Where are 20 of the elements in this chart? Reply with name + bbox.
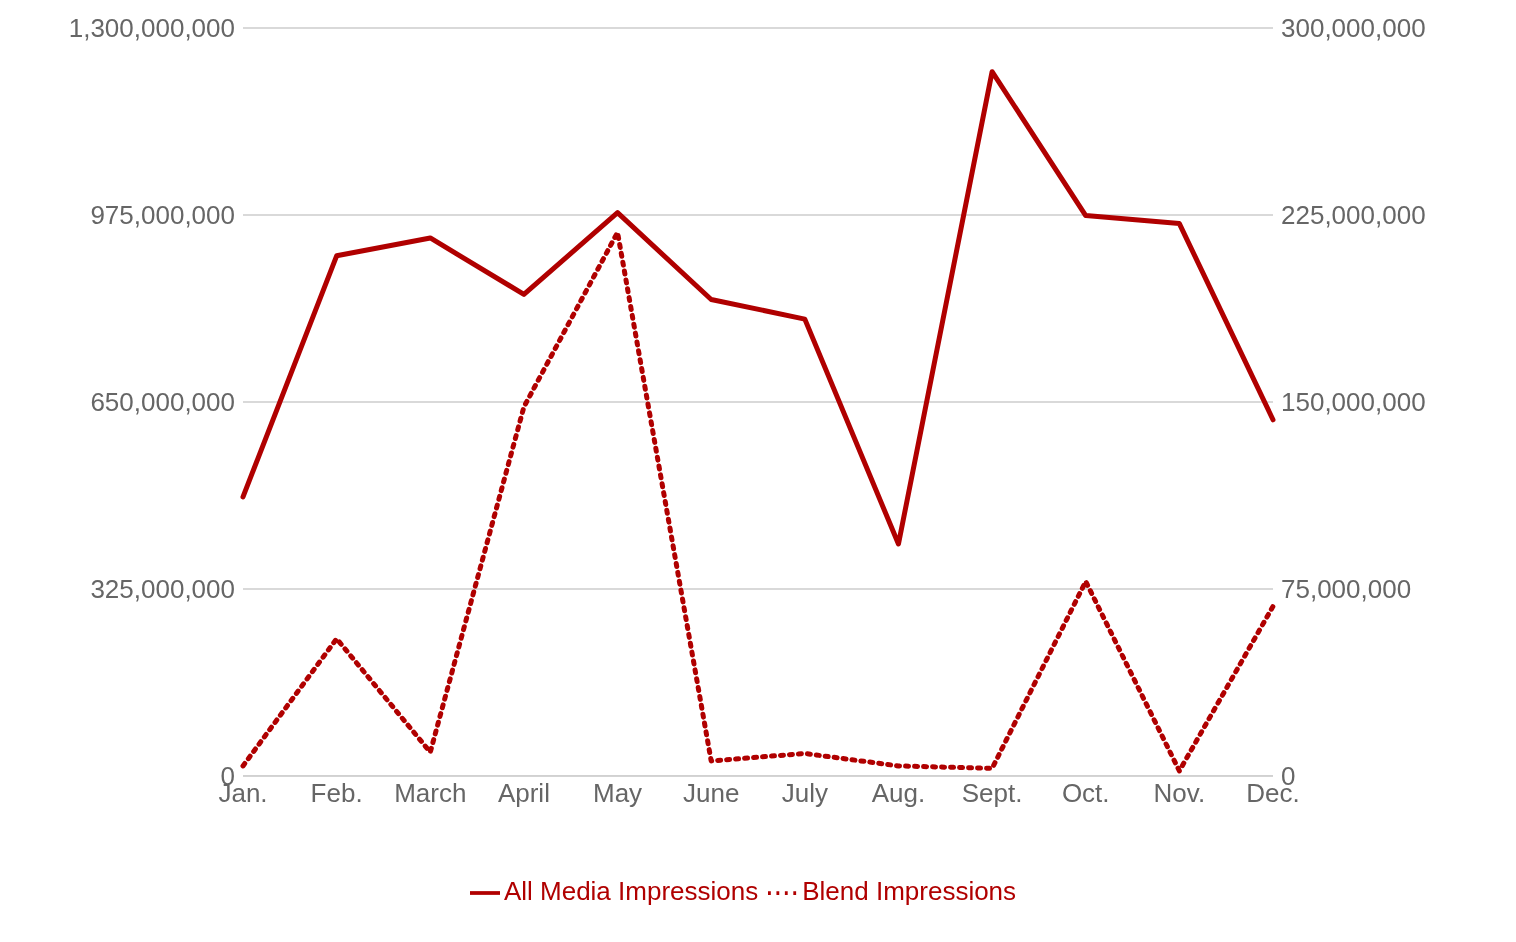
- x-tick-label: Nov.: [1153, 778, 1206, 809]
- x-tick-label: Sept.: [961, 778, 1023, 809]
- y-tick-label: 650,000,000: [90, 387, 235, 418]
- x-tick-label: Feb.: [310, 778, 363, 809]
- x-tick-label: June: [682, 778, 740, 809]
- y-tick-label: 1,300,000,000: [68, 13, 235, 44]
- y-tick-label: 325,000,000: [90, 574, 235, 605]
- y-tick-label: 975,000,000: [90, 200, 235, 231]
- x-tick-label: March: [394, 778, 467, 809]
- legend-label: Blend Impressions: [802, 875, 1017, 906]
- x-tick-label: May: [592, 778, 643, 809]
- x-tick-label: Oct.: [1061, 778, 1110, 809]
- y2-tick-label: 150,000,000: [1281, 387, 1426, 418]
- y2-tick-label: 75,000,000: [1281, 574, 1412, 605]
- x-tick-label: April: [497, 778, 550, 809]
- y2-tick-label: 300,000,000: [1281, 13, 1426, 44]
- x-tick-label: Aug.: [871, 778, 926, 809]
- legend-label: All Media Impressions: [503, 875, 759, 906]
- y2-tick-label: 225,000,000: [1281, 200, 1426, 231]
- x-tick-label: July: [781, 778, 828, 809]
